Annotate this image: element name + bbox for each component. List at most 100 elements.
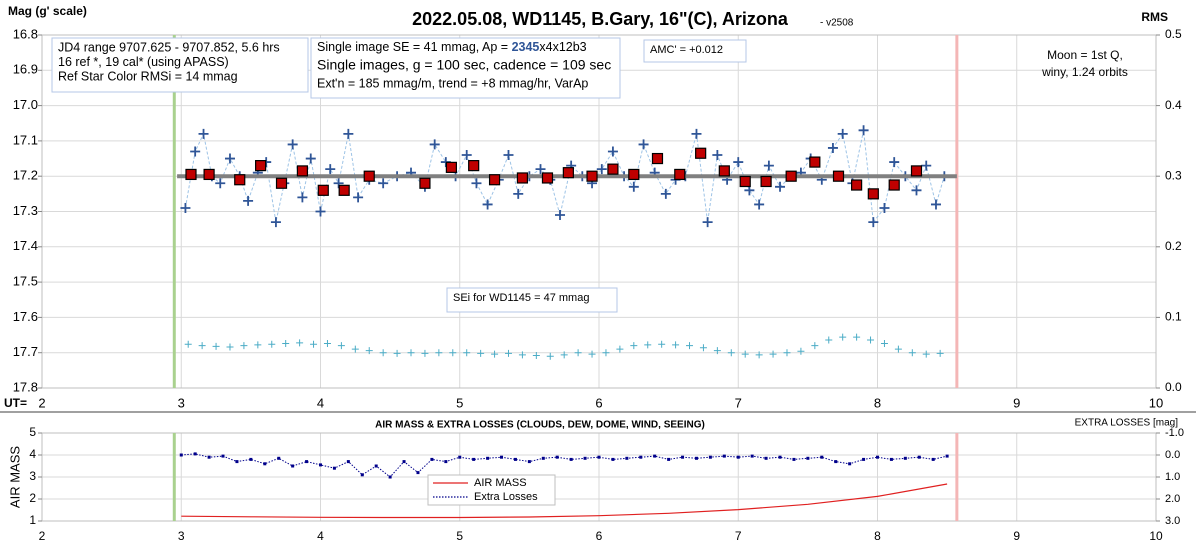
- data-point: [837, 128, 848, 139]
- data-point: [755, 351, 763, 359]
- y-tick-label: 17.6: [13, 309, 38, 324]
- x-tick-label: 5: [456, 529, 463, 543]
- data-point: [270, 217, 281, 228]
- binned-point: [718, 165, 730, 177]
- data-point: [378, 178, 389, 189]
- data-point: [811, 342, 819, 350]
- data-point: [691, 128, 702, 139]
- y2-tick-label: 0.5: [1165, 27, 1182, 41]
- data-point: [763, 160, 774, 171]
- x-axis-label: UT=: [4, 396, 27, 410]
- chart-subtitle: - v2508: [820, 18, 854, 29]
- data-point: [500, 455, 504, 459]
- series-line: [184, 130, 945, 224]
- legend-box: [427, 474, 556, 506]
- y-tick-label: 17.5: [13, 274, 38, 289]
- data-point: [374, 464, 378, 468]
- x-tick-label: 3: [178, 529, 185, 543]
- y-tick-label: 2: [29, 491, 36, 505]
- y-tick-label: 4: [29, 447, 36, 461]
- data-point: [486, 456, 490, 460]
- data-point: [224, 153, 235, 164]
- x-tick-label: 3: [178, 395, 185, 410]
- x-tick-label: 2: [38, 395, 45, 410]
- data-point: [658, 340, 666, 348]
- data-point: [880, 340, 888, 348]
- data-point: [360, 473, 364, 477]
- data-point: [889, 457, 893, 461]
- data-point: [482, 199, 493, 210]
- data-point: [325, 164, 336, 175]
- y-tick-label: 16.8: [13, 26, 38, 41]
- y-tick-label: 17.7: [13, 344, 38, 359]
- annotation-text: Moon = 1st Q,: [1047, 48, 1123, 62]
- data-point: [712, 150, 723, 161]
- annotation-segment: 2345: [512, 40, 540, 54]
- data-point: [249, 457, 253, 461]
- y-tick-label: 16.9: [13, 62, 38, 77]
- y2-tick-label: 0.1: [1165, 310, 1182, 324]
- data-point: [193, 452, 197, 456]
- data-point: [686, 342, 694, 350]
- y2-axis-label: RMS: [1141, 10, 1168, 24]
- data-point: [630, 342, 638, 350]
- data-point: [291, 464, 295, 468]
- data-point: [741, 350, 749, 358]
- annotation-box: [643, 39, 747, 63]
- y-tick-label: 17.1: [13, 132, 38, 147]
- x-tick-label: 6: [595, 395, 602, 410]
- binned-point: [234, 174, 246, 186]
- data-point: [240, 342, 248, 350]
- data-point: [207, 455, 211, 459]
- binned-point: [760, 175, 772, 188]
- data-point: [477, 349, 485, 357]
- data-point: [853, 333, 861, 341]
- legend-label: AIR MASS: [474, 477, 527, 489]
- annotation-text: Ext'n = 185 mmag/m, trend = +8 mmag/hr, …: [317, 76, 588, 90]
- data-point: [319, 463, 322, 467]
- data-point: [858, 125, 869, 136]
- data-point: [694, 456, 698, 460]
- y2-tick-label: -1.0: [1165, 427, 1184, 439]
- data-point: [243, 195, 254, 206]
- data-point: [574, 349, 582, 357]
- data-point: [827, 142, 838, 153]
- legend-label: Extra Losses: [474, 491, 538, 503]
- y2-tick-label: 0.0: [1165, 449, 1180, 461]
- binned-point: [607, 163, 619, 175]
- binned-point: [363, 170, 375, 182]
- data-point: [461, 150, 472, 161]
- annotation-text: Single images, g = 100 sec, cadence = 10…: [317, 57, 611, 73]
- data-point: [491, 350, 499, 358]
- data-point: [876, 455, 879, 459]
- data-point: [346, 460, 350, 464]
- data-point: [472, 457, 476, 461]
- data-point: [518, 351, 526, 359]
- data-point: [471, 178, 482, 189]
- data-point: [235, 460, 239, 464]
- x-tick-label: 7: [735, 529, 742, 543]
- data-point: [936, 349, 944, 357]
- data-point: [343, 128, 354, 139]
- data-point: [889, 157, 900, 168]
- binned-point: [419, 177, 431, 189]
- annotation-text: winy, 1.24 orbits: [1041, 65, 1128, 79]
- data-point: [708, 455, 712, 459]
- data-point: [917, 455, 921, 459]
- data-point: [365, 347, 373, 355]
- y-tick-label: 3: [29, 469, 36, 483]
- data-point: [806, 456, 810, 460]
- data-point: [310, 340, 318, 348]
- data-point: [764, 456, 768, 460]
- data-point: [792, 457, 796, 461]
- data-point: [180, 202, 191, 213]
- data-point: [930, 199, 941, 210]
- data-point: [908, 349, 916, 357]
- data-point: [297, 192, 308, 203]
- data-point: [449, 349, 457, 357]
- series-line: [181, 453, 948, 478]
- binned-point: [338, 184, 350, 196]
- data-point: [825, 336, 833, 344]
- data-point: [672, 341, 680, 349]
- data-point: [736, 455, 740, 459]
